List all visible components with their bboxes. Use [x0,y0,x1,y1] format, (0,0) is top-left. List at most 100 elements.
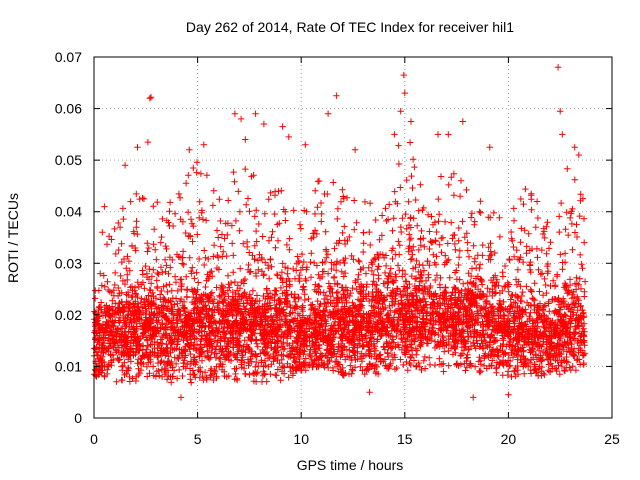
data-point [361,198,369,206]
data-point [562,331,570,338]
data-point [297,225,304,232]
data-point [98,282,105,289]
data-point [307,353,315,360]
data-point [291,357,298,365]
data-point [121,359,128,366]
data-point [436,355,443,362]
data-point [243,238,251,246]
data-point [523,283,530,290]
data-point [251,213,258,220]
data-point [376,236,383,243]
data-point [108,236,115,243]
data-point [146,370,153,377]
data-point [533,198,541,205]
data-point [195,279,202,286]
data-point [465,253,473,260]
data-point [556,371,563,378]
data-point [188,220,196,227]
data-point [473,264,480,272]
data-point [579,265,586,272]
data-point [162,242,169,250]
data-point [527,258,534,266]
data-point [450,192,458,199]
data-point [333,258,341,265]
data-point [412,275,419,283]
data-point [330,367,337,374]
data-point [119,362,127,370]
data-point [155,309,163,316]
data-point [461,286,469,294]
data-point [214,251,221,259]
data-point [335,240,342,247]
data-point [519,288,526,296]
data-point [437,338,444,345]
data-point [152,246,159,253]
data-point [210,187,217,194]
data-point [315,282,322,290]
data-point [557,199,565,207]
data-point [165,372,172,380]
data-point [277,377,284,384]
data-point [285,374,292,381]
data-point [378,357,385,365]
data-point [561,367,569,375]
data-point [485,244,492,251]
data-point [476,369,483,376]
data-point [334,205,342,212]
data-point [210,253,217,260]
data-point [424,211,432,218]
data-point [556,213,563,220]
data-point [381,356,389,363]
data-point [452,246,459,253]
data-point [367,241,374,249]
data-point [528,206,535,213]
data-point [349,284,356,292]
data-point [180,298,188,306]
data-point [280,346,287,353]
data-point [575,281,582,288]
data-point [145,276,153,283]
data-point [368,259,375,266]
data-point [517,283,524,290]
data-point [543,250,550,257]
data-point [510,243,517,251]
data-point [253,292,261,299]
data-point [253,207,260,214]
data-point [417,242,424,249]
data-point [286,235,293,242]
data-point [278,275,286,283]
data-point [180,261,187,268]
data-point [352,356,359,363]
data-point [215,355,223,362]
data-point [166,208,173,215]
data-point [132,290,139,297]
data-point [448,219,455,226]
data-point [496,233,504,241]
data-point [333,267,340,274]
data-point [461,234,468,241]
data-point [415,207,422,214]
data-point [190,293,197,301]
data-point [224,272,232,279]
data-point [327,293,334,300]
data-point [116,224,124,231]
data-point [246,249,253,256]
data-point [261,210,268,217]
data-point [571,176,578,183]
data-point [175,355,182,362]
data-point [411,163,418,171]
data-point [366,200,374,207]
data-point [278,187,285,194]
data-point [242,165,249,173]
data-point [559,259,566,266]
data-point [510,368,518,375]
data-point [510,205,517,212]
data-point [111,281,118,289]
data-point [404,367,411,374]
data-point [390,215,397,222]
data-point [150,352,158,359]
data-point [153,277,160,284]
data-point [563,348,570,355]
data-point [176,297,184,305]
